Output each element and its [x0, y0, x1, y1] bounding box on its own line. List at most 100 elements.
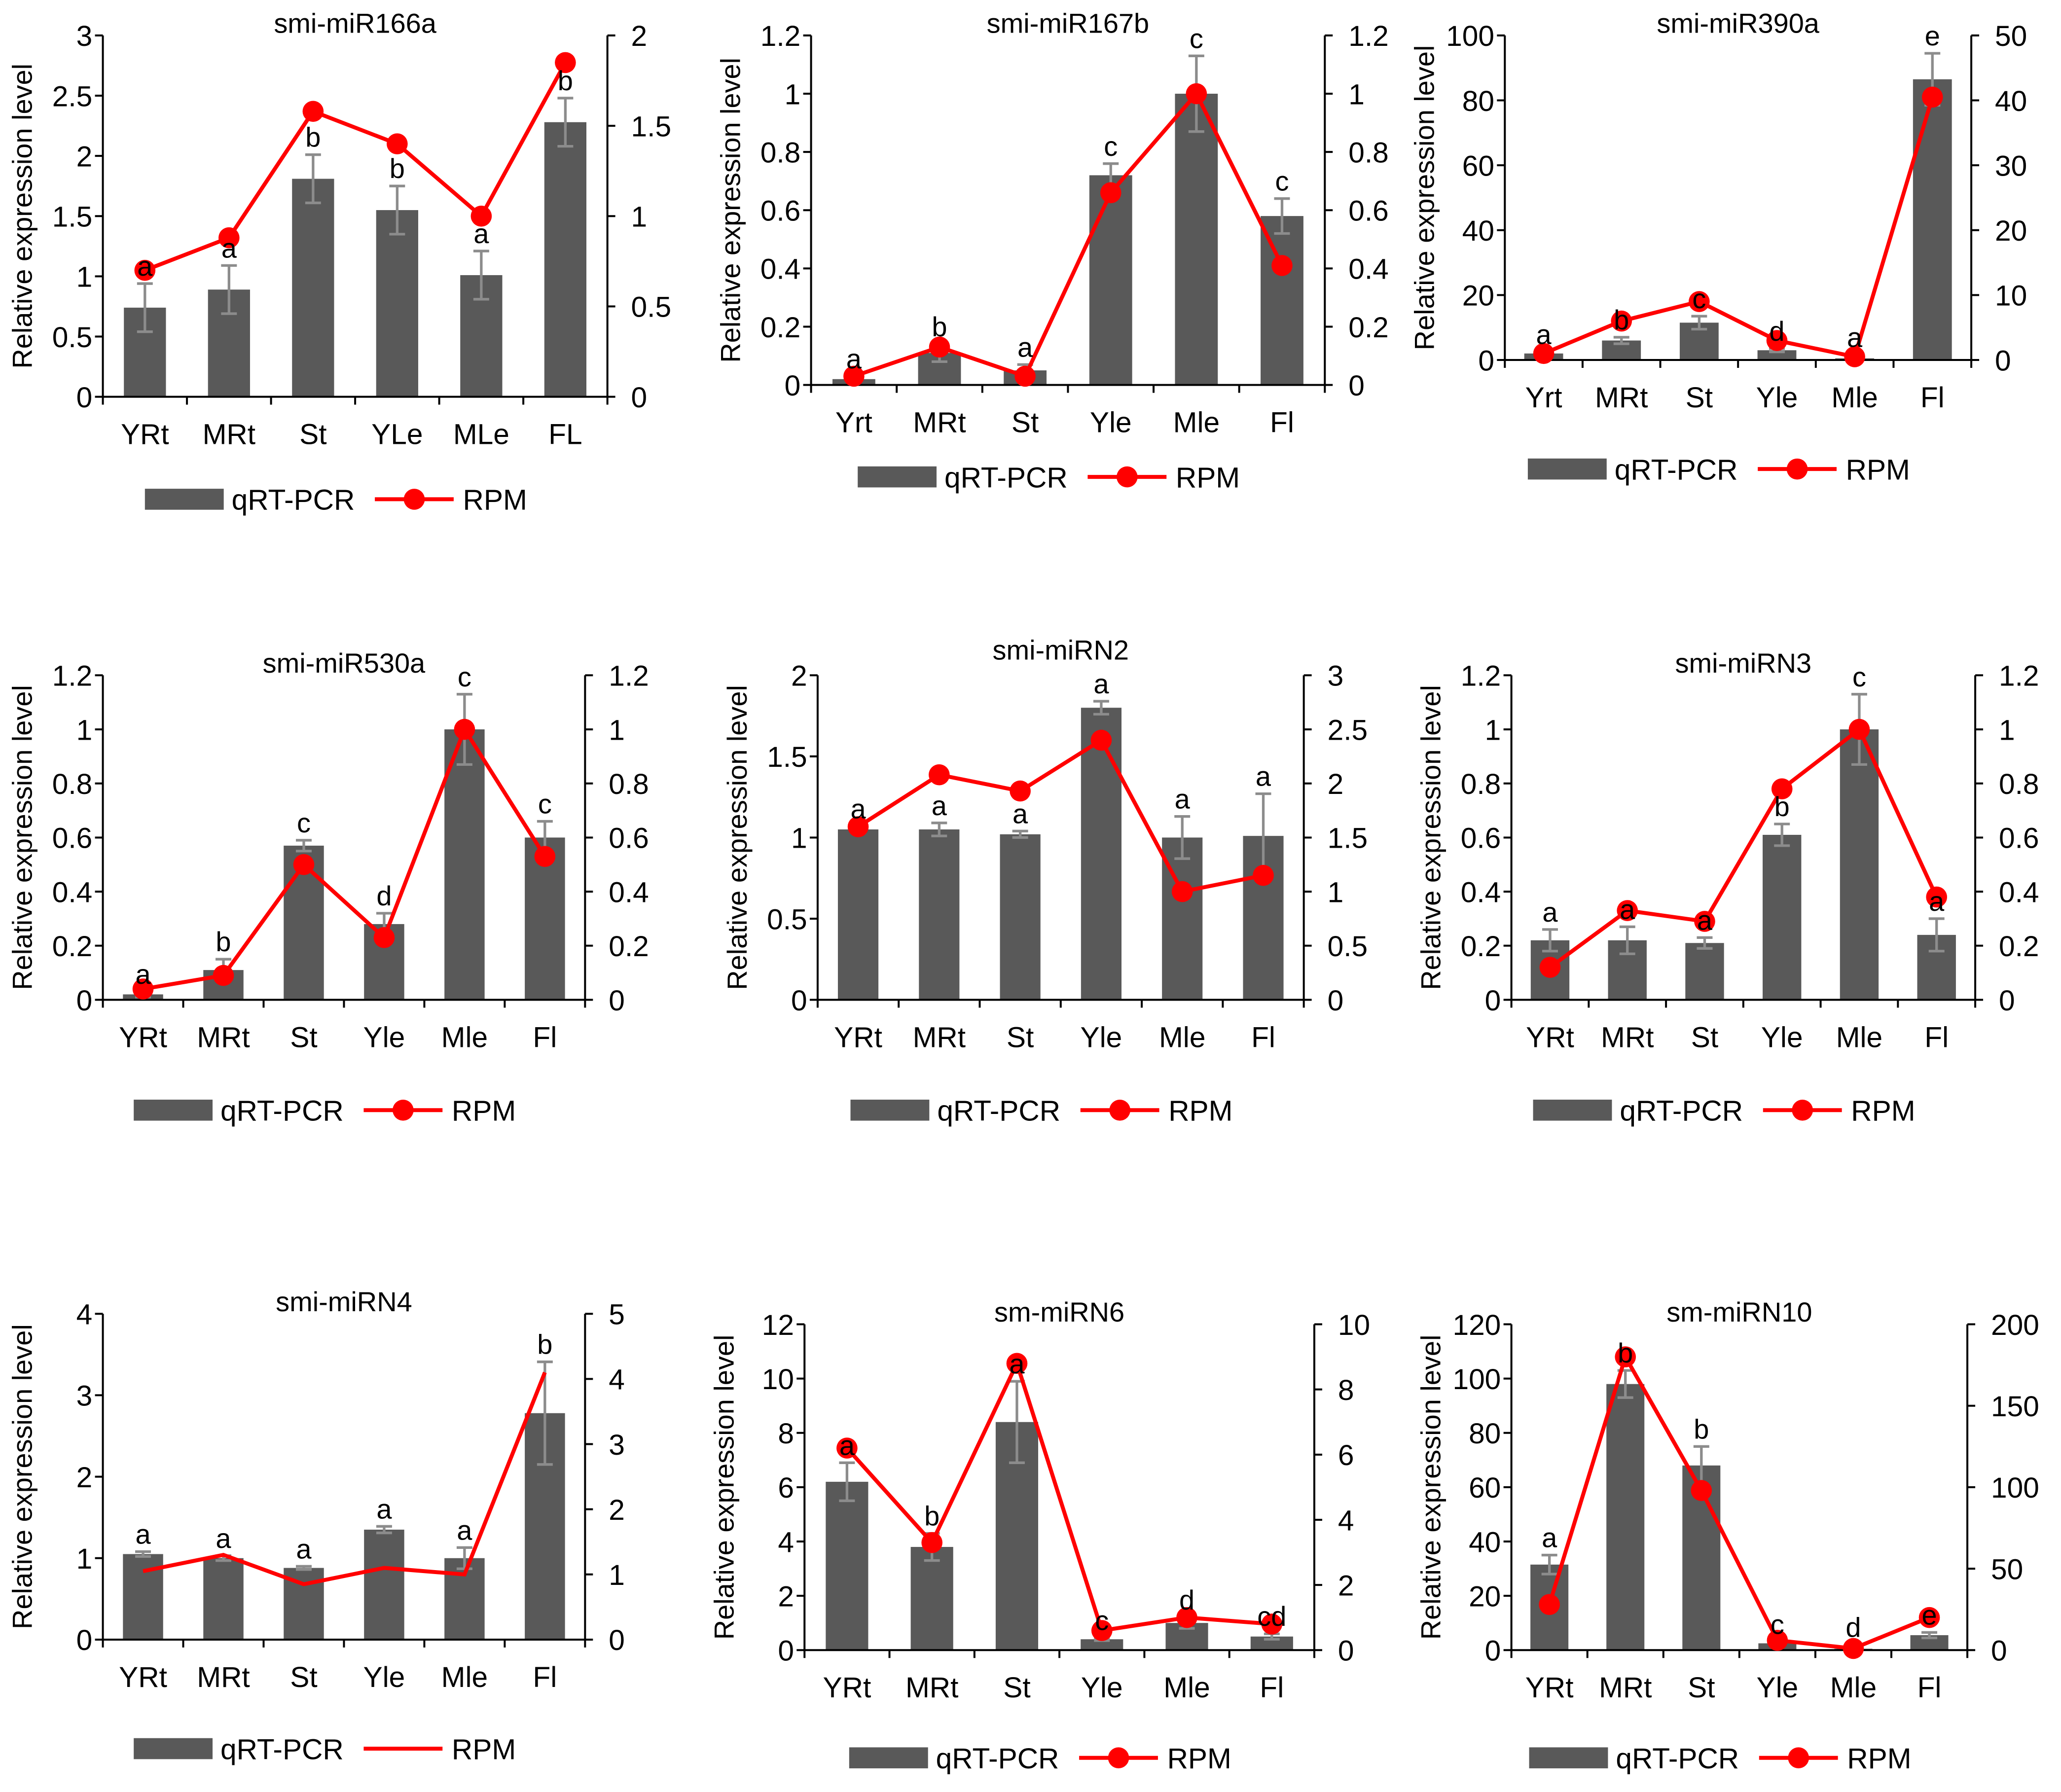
rpm-marker — [470, 205, 492, 227]
y-tick-label: 0.2 — [52, 931, 92, 963]
rpm-marker — [1176, 1607, 1197, 1628]
bar — [837, 829, 879, 1000]
legend-marker-rpm — [1109, 1099, 1130, 1121]
error-bar — [295, 1565, 312, 1571]
y2-tick-label: 20 — [1995, 215, 2027, 247]
y-tick-label: 0.4 — [52, 876, 92, 908]
x-tick-label: MRt — [1599, 1672, 1652, 1704]
y2-tick-label: 0.5 — [631, 291, 671, 323]
y-tick-label: 2 — [76, 1462, 93, 1494]
y2-tick-label: 100 — [1991, 1472, 2039, 1504]
x-tick-label: MRt — [1595, 382, 1648, 414]
legend-marker-rpm — [1108, 1747, 1129, 1769]
error-bar — [1174, 815, 1191, 860]
y-tick-label: 1.2 — [52, 660, 92, 692]
x-tick-label: Mle — [1831, 382, 1878, 414]
rpm-marker — [387, 133, 408, 155]
significance-letter: a — [839, 1430, 855, 1461]
y-axis-label: Relative expression level — [7, 685, 38, 990]
significance-letter: b — [390, 153, 405, 184]
y-tick-label: 2 — [778, 1580, 794, 1613]
y-tick-label: 0 — [1485, 985, 1501, 1017]
legend-marker-rpm — [1792, 1099, 1813, 1121]
legend-label-qrt-pcr: qRT-PCR — [1615, 454, 1738, 486]
y-axis-label: Relative expression level — [715, 58, 746, 363]
y2-tick-label: 2 — [1338, 1570, 1354, 1602]
x-tick-label: YRt — [823, 1672, 871, 1704]
x-tick-label: Mle — [1173, 407, 1220, 439]
error-bar — [1928, 917, 1945, 953]
x-tick-label: MRt — [197, 1021, 250, 1053]
y2-tick-label: 1 — [1328, 876, 1344, 908]
y-tick-label: 1 — [76, 1543, 93, 1575]
error-bar — [1613, 336, 1629, 345]
y2-tick-label: 0.4 — [1348, 253, 1388, 286]
rpm-marker — [1844, 346, 1865, 367]
rpm-marker — [847, 816, 869, 837]
rpm-marker — [1843, 1638, 1864, 1659]
y2-tick-label: 0.8 — [1348, 137, 1388, 169]
legend: qRT-PCR RPM — [134, 1095, 516, 1127]
error-bar — [221, 264, 237, 315]
legend-label-qrt-pcr: qRT-PCR — [944, 462, 1068, 494]
y-tick-label: 0 — [778, 1635, 794, 1667]
bar — [1081, 1639, 1123, 1650]
y-tick-label: 0.4 — [760, 253, 800, 286]
chart-title: smi-miRN3 — [1675, 647, 1812, 679]
y-tick-label: 1 — [76, 261, 93, 293]
error-bar — [839, 1461, 855, 1503]
significance-letter: d — [1179, 1584, 1194, 1615]
rpm-line — [857, 737, 1264, 894]
y-tick-label: 0.8 — [1461, 768, 1501, 800]
legend: qRT-PCR RPM — [145, 484, 527, 516]
significance-letter: c — [1275, 166, 1289, 197]
bar — [1685, 943, 1724, 1000]
y2-tick-label: 4 — [609, 1364, 625, 1396]
significance-letter: e — [1925, 20, 1940, 51]
rpm-marker — [929, 336, 950, 358]
significance-letter: a — [376, 1493, 392, 1524]
y-tick-label: 80 — [1469, 1418, 1501, 1450]
rpm-marker — [373, 927, 395, 948]
rpm-marker — [929, 764, 950, 786]
bar — [376, 210, 418, 397]
error-bar — [1012, 829, 1028, 839]
rpm-marker — [555, 52, 576, 73]
legend-label-rpm: RPM — [452, 1095, 516, 1127]
bar — [1840, 729, 1879, 1000]
y-axis-label: Relative expression level — [1415, 1335, 1446, 1640]
y2-tick-label: 0.4 — [609, 876, 649, 908]
significance-letter: c — [1852, 661, 1866, 692]
legend-label-qrt-pcr: qRT-PCR — [220, 1095, 344, 1127]
bar — [1089, 175, 1132, 385]
y2-tick-label: 2 — [631, 20, 648, 52]
chart-title: smi-miR390a — [1657, 8, 1819, 39]
rpm-marker — [1611, 310, 1632, 332]
legend-label-rpm: RPM — [1846, 454, 1910, 486]
legend: qRT-PCR RPM — [1527, 454, 1910, 486]
y-tick-label: 100 — [1446, 20, 1494, 52]
x-tick-label: Mle — [1830, 1672, 1877, 1704]
significance-letter: d — [1845, 1612, 1861, 1643]
rpm-marker — [1539, 957, 1561, 978]
y2-tick-label: 0.6 — [609, 823, 649, 855]
y2-tick-label: 30 — [1995, 150, 2027, 182]
y-tick-label: 0.5 — [52, 322, 92, 354]
significance-letter: b — [216, 926, 231, 957]
y-axis-label: Relative expression level — [1409, 45, 1440, 351]
x-tick-label: MRt — [197, 1661, 250, 1693]
x-tick-label: MRt — [905, 1672, 958, 1704]
significance-letter: b — [305, 122, 321, 153]
chart-title: sm-miRN6 — [994, 1296, 1124, 1327]
x-tick-label: Yle — [363, 1021, 405, 1053]
x-tick-label: YRt — [1526, 1021, 1574, 1053]
chart-panel: sm-miRN6 Relative expression level 0 2 4 6 8 10… — [708, 1296, 1370, 1775]
significance-letter: a — [1536, 319, 1552, 350]
y2-tick-label: 50 — [1995, 20, 2027, 52]
y2-tick-label: 4 — [1338, 1505, 1354, 1537]
legend-marker-rpm — [1786, 458, 1808, 480]
legend-label-rpm: RPM — [1168, 1095, 1232, 1127]
y-tick-label: 60 — [1469, 1472, 1501, 1504]
error-bar — [135, 1550, 151, 1558]
y-tick-label: 0.8 — [52, 768, 92, 800]
